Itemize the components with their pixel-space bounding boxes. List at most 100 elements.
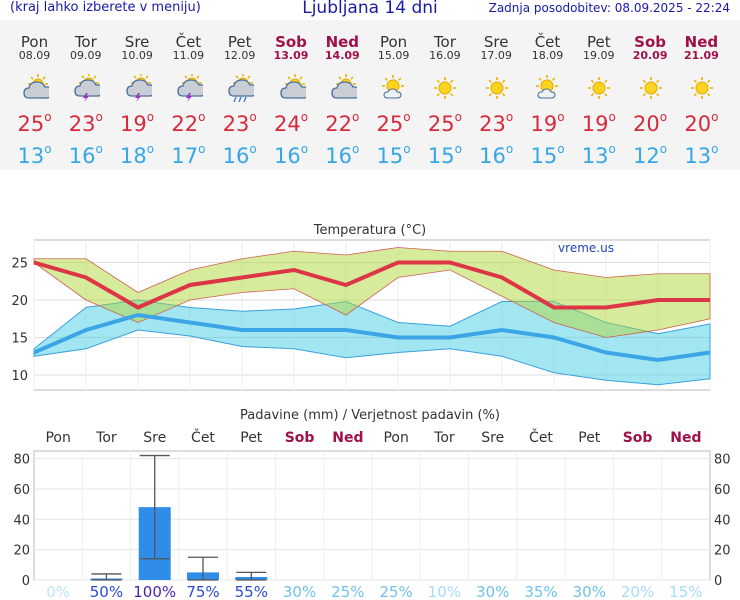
temp-max-value: 19 xyxy=(530,112,558,136)
day-column: Sre 17.09 23o 16o xyxy=(470,20,523,168)
precipitation-probability-label: 30% xyxy=(283,583,316,600)
temp-max: 23o xyxy=(213,110,266,136)
temp-max-value: 20 xyxy=(633,112,660,136)
temp-min: 16o xyxy=(59,142,112,168)
day-date: 15.09 xyxy=(377,49,410,62)
degree-symbol: o xyxy=(711,142,719,156)
degree-symbol: o xyxy=(95,142,103,156)
day-column: Pon 08.09 25o 13o xyxy=(8,20,61,168)
temp-max: 19o xyxy=(572,110,625,136)
degree-symbol: o xyxy=(557,142,565,156)
precipitation-probability-label: 25% xyxy=(331,583,364,600)
day-date: 09.09 xyxy=(70,49,102,62)
temp-min-value: 13 xyxy=(684,144,712,168)
temp-min-value: 16 xyxy=(273,144,301,168)
day-name: Sre xyxy=(483,33,509,51)
precipitation-probability-label: 75% xyxy=(186,583,219,600)
precipitation-day-label: Ned xyxy=(332,430,363,446)
temp-min: 18o xyxy=(111,142,164,168)
temp-min-value: 12 xyxy=(633,144,660,168)
precipitation-tick-label-left: 60 xyxy=(13,483,30,498)
day-column: Čet 11.09 22o 17o xyxy=(162,20,215,168)
location-menu-hint[interactable]: (kraj lahko izberete v meniju) xyxy=(10,0,201,15)
temp-max: 20o xyxy=(624,110,677,136)
temp-max: 25o xyxy=(418,110,471,136)
precipitation-day-label: Sob xyxy=(623,430,653,446)
temp-max: 22o xyxy=(162,110,215,136)
degree-symbol: o xyxy=(608,142,616,156)
precipitation-probability-label: 0% xyxy=(46,583,70,600)
temp-min: 13o xyxy=(572,142,625,168)
thunderstorm-sun-icon xyxy=(74,74,101,102)
precipitation-day-label: Pon xyxy=(383,430,408,446)
temperature-tick-label: 10 xyxy=(11,369,28,384)
precipitation-day-label: Tor xyxy=(95,430,117,446)
temp-max: 25o xyxy=(367,110,420,136)
temp-min: 16o xyxy=(213,142,266,168)
degree-symbol: o xyxy=(351,110,360,124)
precipitation-day-label: Ned xyxy=(670,430,701,446)
watermark: vreme.us xyxy=(558,241,614,255)
page-title: Ljubljana 14 dni xyxy=(302,0,438,18)
temp-min: 17o xyxy=(162,142,215,168)
temp-min: 16o xyxy=(470,142,523,168)
temp-min-value: 13 xyxy=(17,144,45,168)
day-name: Sob xyxy=(634,33,667,51)
min-temp-range-band xyxy=(33,299,711,386)
temp-min-value: 17 xyxy=(171,144,199,168)
degree-symbol: o xyxy=(146,142,155,156)
precipitation-tick-label-left: 40 xyxy=(13,513,30,528)
day-column: Tor 16.09 25o 15o xyxy=(418,20,471,168)
temp-min-value: 16 xyxy=(222,144,250,168)
day-date: 13.09 xyxy=(273,49,309,62)
temperature-tick-label: 20 xyxy=(11,294,28,309)
day-column: Ned 14.09 22o 16o xyxy=(316,20,369,168)
partly-cloudy-sun-icon xyxy=(331,74,357,99)
temp-max-value: 25 xyxy=(17,112,45,136)
day-date: 08.09 xyxy=(18,49,51,62)
degree-symbol: o xyxy=(557,110,565,124)
precipitation-probability-label: 55% xyxy=(235,583,268,600)
temp-max-value: 22 xyxy=(325,112,352,136)
sunny-icon xyxy=(588,77,611,99)
temp-max: 20o xyxy=(675,110,728,136)
degree-symbol: o xyxy=(44,142,52,156)
degree-symbol: o xyxy=(505,110,514,124)
precipitation-tick-label-right: 60 xyxy=(714,483,731,498)
temp-min-value: 13 xyxy=(581,144,609,168)
day-column: Pon 15.09 25o 15o xyxy=(367,20,420,168)
last-update: Zadnja posodobitev: 08.09.2025 - 22:24 xyxy=(488,1,730,15)
degree-symbol: o xyxy=(659,110,668,124)
day-column: Pet 12.09 23o 16o xyxy=(213,20,266,168)
temp-max: 19o xyxy=(521,110,574,136)
temp-min: 13o xyxy=(8,142,61,168)
charts: Temperatura (°C) 10 15 20 25 vreme.us Padavine… xyxy=(11,223,731,600)
day-date: 12.09 xyxy=(223,49,256,62)
precipitation-day-label: Pet xyxy=(240,430,263,446)
temperature-tick-label: 25 xyxy=(11,257,28,272)
temp-min-value: 15 xyxy=(427,144,455,168)
day-column: Tor 09.09 23o 16o xyxy=(59,20,112,168)
day-date: 16.09 xyxy=(429,49,461,62)
partly-cloudy-sun-icon xyxy=(23,74,49,99)
temp-max: 22o xyxy=(316,110,369,136)
precipitation-probability-label: 50% xyxy=(90,583,123,600)
day-name: Sre xyxy=(124,33,150,51)
temp-min: 16o xyxy=(316,142,369,168)
precipitation-probability-label: 20% xyxy=(621,583,654,600)
day-column: Čet 18.09 19o 15o xyxy=(521,20,574,168)
precipitation-day-label: Čet xyxy=(191,428,215,446)
precipitation-day-label: Pet xyxy=(578,430,601,446)
day-name: Tor xyxy=(433,33,456,51)
degree-symbol: o xyxy=(454,142,462,156)
precipitation-probability-label: 25% xyxy=(379,583,412,600)
temp-max: 23o xyxy=(470,110,523,136)
day-date: 18.09 xyxy=(531,49,564,62)
degree-symbol: o xyxy=(95,110,103,124)
temp-min-value: 16 xyxy=(479,144,506,168)
degree-symbol: o xyxy=(403,110,411,124)
temp-min-value: 15 xyxy=(376,144,404,168)
temp-max-value: 20 xyxy=(684,112,712,136)
mostly-sunny-icon xyxy=(382,75,405,99)
degree-symbol: o xyxy=(300,142,309,156)
